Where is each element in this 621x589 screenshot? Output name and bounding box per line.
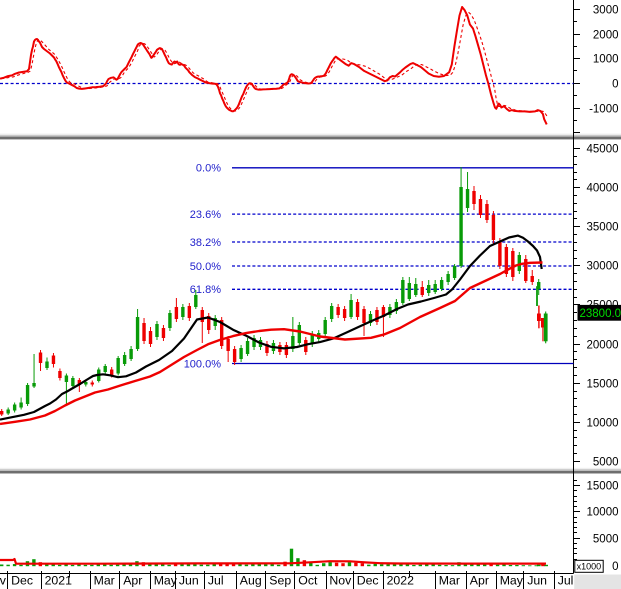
svg-text:Jun: Jun [527,573,547,587]
svg-text:20000: 20000 [587,340,619,352]
svg-text:Jul: Jul [208,573,224,587]
svg-text:2022: 2022 [387,573,415,587]
svg-text:23.6%: 23.6% [190,209,221,221]
svg-text:10000: 10000 [587,507,619,519]
svg-text:Dec: Dec [357,573,379,587]
svg-text:23800.00: 23800.00 [580,308,621,320]
svg-text:15000: 15000 [587,481,619,493]
svg-text:Sep: Sep [269,573,291,587]
svg-text:Jul: Jul [558,573,574,587]
svg-text:45000: 45000 [587,144,619,156]
svg-text:-1000: -1000 [589,104,618,116]
svg-text:0.0%: 0.0% [196,163,221,175]
svg-text:Oct: Oct [298,573,318,587]
svg-text:35000: 35000 [587,222,619,234]
svg-text:May: May [500,573,524,587]
svg-text:1000: 1000 [593,54,619,66]
svg-text:30000: 30000 [587,261,619,273]
svg-text:Jun: Jun [179,573,199,587]
svg-text:Mar: Mar [94,573,115,587]
svg-text:Nov: Nov [329,573,352,587]
svg-text:Nov: Nov [0,573,7,587]
svg-text:Aug: Aug [240,573,262,587]
svg-text:15000: 15000 [587,379,619,391]
svg-text:100.0%: 100.0% [184,358,222,370]
svg-text:0: 0 [612,561,618,573]
svg-text:10000: 10000 [587,418,619,430]
svg-text:38.2%: 38.2% [190,237,221,249]
svg-text:May: May [154,573,178,587]
svg-text:5000: 5000 [593,457,619,469]
svg-text:x1000: x1000 [577,562,602,572]
svg-text:Apr: Apr [123,573,142,587]
svg-text:40000: 40000 [587,183,619,195]
svg-text:0: 0 [612,79,618,91]
svg-text:Dec: Dec [11,573,33,587]
svg-text:50.0%: 50.0% [190,261,221,273]
svg-text:Apr: Apr [470,573,489,587]
svg-text:5000: 5000 [593,534,619,546]
svg-text:2000: 2000 [593,30,619,42]
svg-text:61.8%: 61.8% [190,284,221,296]
svg-text:2021: 2021 [45,573,73,587]
svg-text:3000: 3000 [593,5,619,17]
svg-text:Mar: Mar [439,573,460,587]
